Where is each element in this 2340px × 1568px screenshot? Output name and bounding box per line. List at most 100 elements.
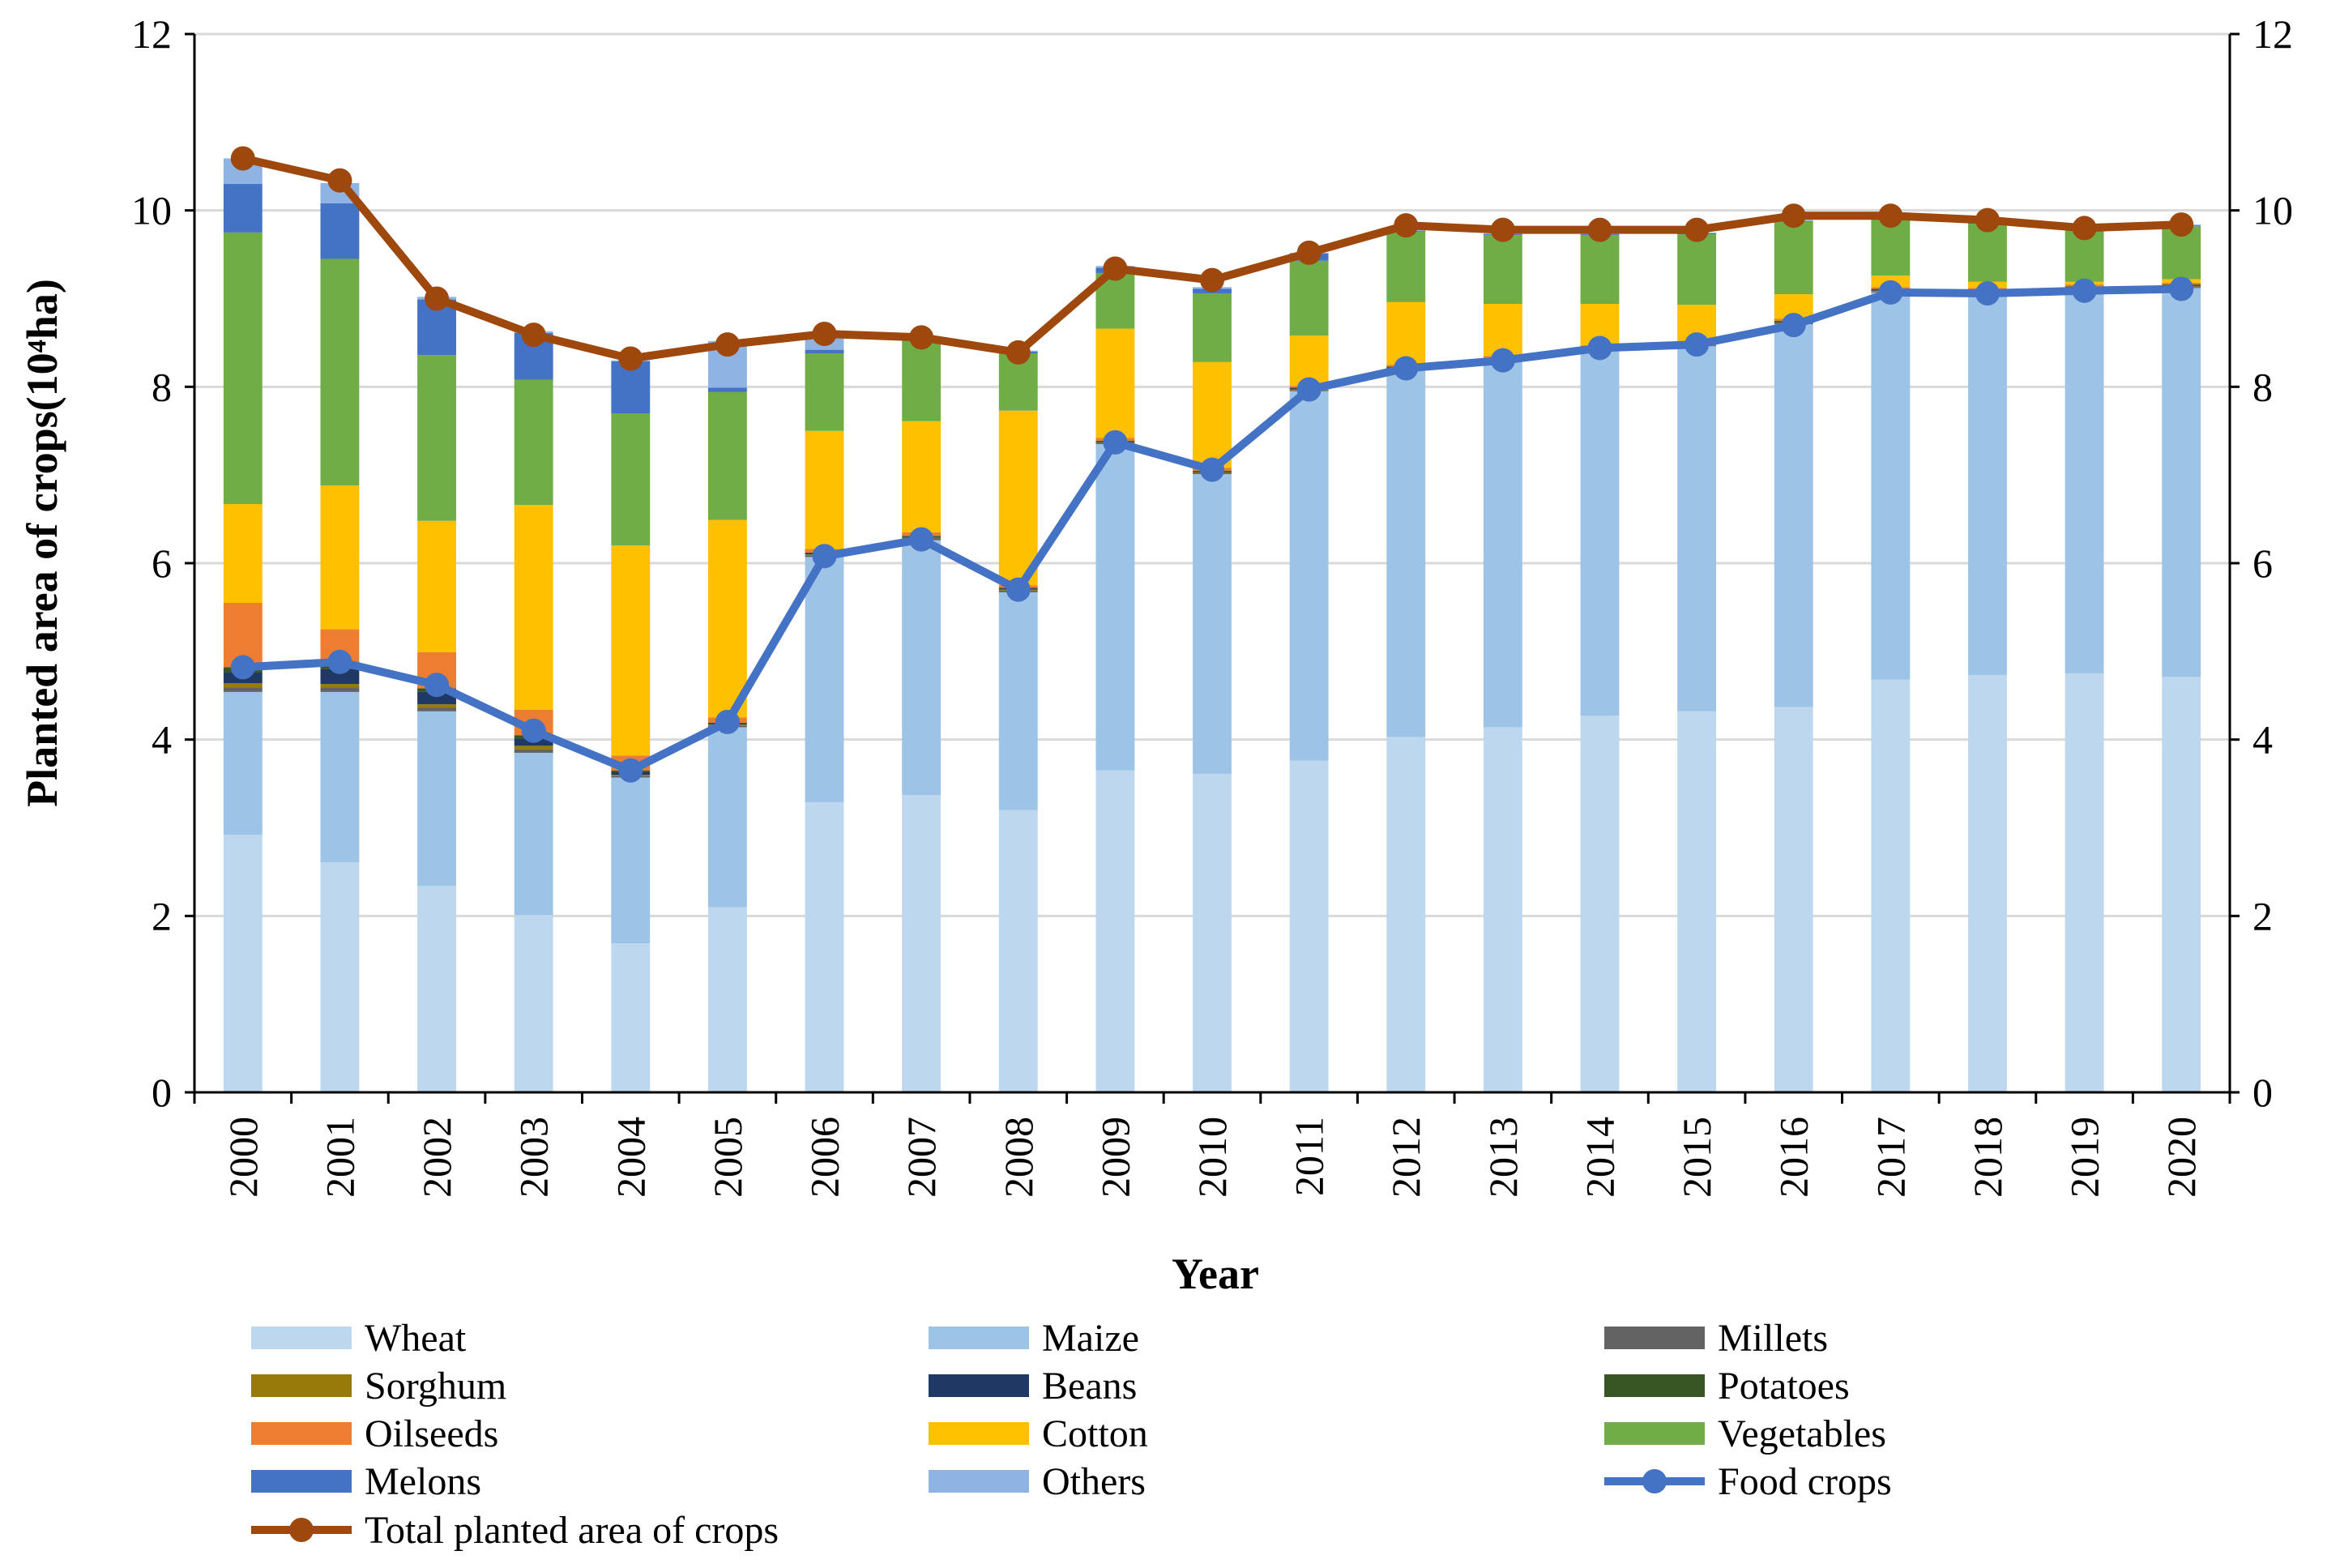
bar-vegetables-2014 — [1580, 235, 1620, 305]
x-tick-label-2015: 2015 — [1674, 1117, 1719, 1198]
bar-melons-2001 — [320, 203, 360, 259]
x-tick-label-2007: 2007 — [899, 1117, 944, 1198]
legend-label-total-planted-area-of-crops: Total planted area of crops — [365, 1509, 779, 1552]
bar-melons-2000 — [223, 184, 263, 233]
x-tick-label-2003: 2003 — [511, 1117, 557, 1198]
y2-tick-labels: 0 2 4 6 8 10 12 — [2252, 11, 2293, 1115]
bar-wheat-2016 — [1774, 707, 1813, 1092]
marker-total-planted-area-of-crops-2008 — [1006, 340, 1031, 365]
bar-maize-2013 — [1483, 361, 1522, 728]
marker-food-crops-2006 — [812, 544, 837, 569]
marker-total-planted-area-of-crops-2005 — [715, 332, 740, 357]
bar-vegetables-2016 — [1774, 221, 1813, 295]
marker-food-crops-2001 — [327, 649, 352, 674]
marker-total-planted-area-of-crops-2015 — [1685, 217, 1710, 242]
legend-label-beans: Beans — [1042, 1365, 1137, 1408]
bar-wheat-2006 — [805, 801, 844, 1092]
bar-cotton-2007 — [902, 421, 942, 532]
marker-total-planted-area-of-crops-2000 — [230, 146, 255, 171]
bar-cotton-2003 — [514, 505, 553, 710]
marker-total-planted-area-of-crops-2019 — [2072, 216, 2097, 241]
y2-tick-label-8: 8 — [2252, 364, 2273, 409]
bar-maize-2014 — [1580, 350, 1620, 716]
legend-swatch-sorghum — [251, 1374, 352, 1397]
bar-maize-2012 — [1386, 370, 1426, 737]
bar-vegetables-2003 — [514, 379, 553, 506]
bar-vegetables-2011 — [1289, 260, 1329, 336]
legend-marker-food-crops — [1642, 1469, 1667, 1493]
x-tick-label-2011: 2011 — [1287, 1117, 1332, 1196]
y-tick-label-4: 4 — [152, 717, 172, 763]
bar-wheat-2009 — [1095, 770, 1135, 1092]
legend-label-vegetables: Vegetables — [1718, 1412, 1886, 1455]
x-tick-label-2010: 2010 — [1189, 1117, 1235, 1198]
x-tick-label-2005: 2005 — [705, 1117, 750, 1198]
bar-wheat-2007 — [902, 795, 942, 1092]
legend-label-millets: Millets — [1718, 1317, 1828, 1360]
bar-maize-2010 — [1193, 474, 1232, 775]
marker-food-crops-2009 — [1103, 429, 1128, 455]
marker-total-planted-area-of-crops-2020 — [2169, 212, 2194, 237]
marker-total-planted-area-of-crops-2007 — [909, 325, 934, 350]
x-tick-label-2000: 2000 — [220, 1117, 266, 1198]
bar-cotton-2010 — [1193, 361, 1232, 468]
bar-vegetables-2002 — [417, 355, 456, 521]
bar-maize-2018 — [1968, 293, 2007, 676]
bar-wheat-2014 — [1580, 716, 1620, 1092]
marker-food-crops-2003 — [521, 718, 546, 743]
marker-food-crops-2002 — [425, 673, 450, 698]
marker-food-crops-2007 — [909, 527, 934, 552]
bar-vegetables-2012 — [1386, 231, 1426, 302]
legend-swatch-cotton — [929, 1422, 1029, 1445]
bar-maize-2019 — [2065, 289, 2104, 674]
marker-food-crops-2012 — [1394, 356, 1419, 381]
legend-label-wheat: Wheat — [365, 1317, 467, 1360]
y2-tick-label-10: 10 — [2252, 188, 2293, 233]
bar-wheat-2001 — [320, 861, 360, 1092]
bar-cotton-2005 — [707, 519, 747, 718]
y2-tick-label-2: 2 — [2252, 893, 2273, 938]
x-axis-title: Year — [1172, 1250, 1259, 1298]
legend-swatch-melons — [251, 1470, 352, 1493]
bar-wheat-2011 — [1289, 760, 1329, 1092]
bar-sorghum-2002 — [417, 704, 456, 708]
bar-vegetables-2006 — [805, 352, 844, 431]
x-tick-label-2001: 2001 — [317, 1117, 362, 1198]
legend-label-maize: Maize — [1042, 1317, 1139, 1360]
bar-wheat-2018 — [1968, 675, 2007, 1092]
marker-food-crops-2004 — [618, 758, 643, 783]
y2-tick-label-0: 0 — [2252, 1070, 2273, 1115]
x-tick-label-2004: 2004 — [608, 1117, 653, 1198]
bar-maize-2001 — [320, 691, 360, 862]
bar-sorghum-2001 — [320, 684, 360, 688]
marker-food-crops-2005 — [715, 709, 740, 734]
bar-vegetables-2015 — [1677, 234, 1717, 305]
bar-cotton-2012 — [1386, 301, 1426, 365]
marker-total-planted-area-of-crops-2009 — [1103, 256, 1128, 281]
bar-maize-2017 — [1871, 292, 1911, 680]
bar-beans-2001 — [320, 669, 360, 685]
marker-total-planted-area-of-crops-2012 — [1394, 213, 1419, 238]
marker-food-crops-2013 — [1490, 348, 1515, 373]
x-tick-label-2016: 2016 — [1771, 1117, 1817, 1198]
marker-food-crops-2019 — [2072, 278, 2097, 303]
marker-food-crops-2014 — [1587, 335, 1612, 361]
x-tick-labels: 2000 2001 2002 2003 2004 2005 2006 2007 2008 2009… — [220, 1117, 2204, 1198]
x-tick-label-2006: 2006 — [802, 1117, 848, 1198]
bar-maize-2004 — [611, 777, 651, 944]
bar-melons-2006 — [805, 349, 844, 353]
marker-total-planted-area-of-crops-2018 — [1975, 207, 2000, 233]
legend-swatch-beans — [929, 1374, 1029, 1397]
bar-wheat-2017 — [1871, 679, 1911, 1092]
bar-vegetables-2018 — [1968, 223, 2007, 282]
x-tick-label-2013: 2013 — [1480, 1117, 1526, 1198]
bar-maize-2015 — [1677, 346, 1717, 711]
marker-food-crops-2008 — [1006, 577, 1031, 602]
marker-food-crops-2020 — [2169, 276, 2194, 301]
marker-food-crops-2000 — [230, 655, 255, 680]
bar-vegetables-2001 — [320, 258, 360, 486]
bar-maize-2008 — [998, 592, 1038, 810]
marker-total-planted-area-of-crops-2001 — [327, 168, 352, 193]
marker-total-planted-area-of-crops-2016 — [1781, 203, 1806, 229]
